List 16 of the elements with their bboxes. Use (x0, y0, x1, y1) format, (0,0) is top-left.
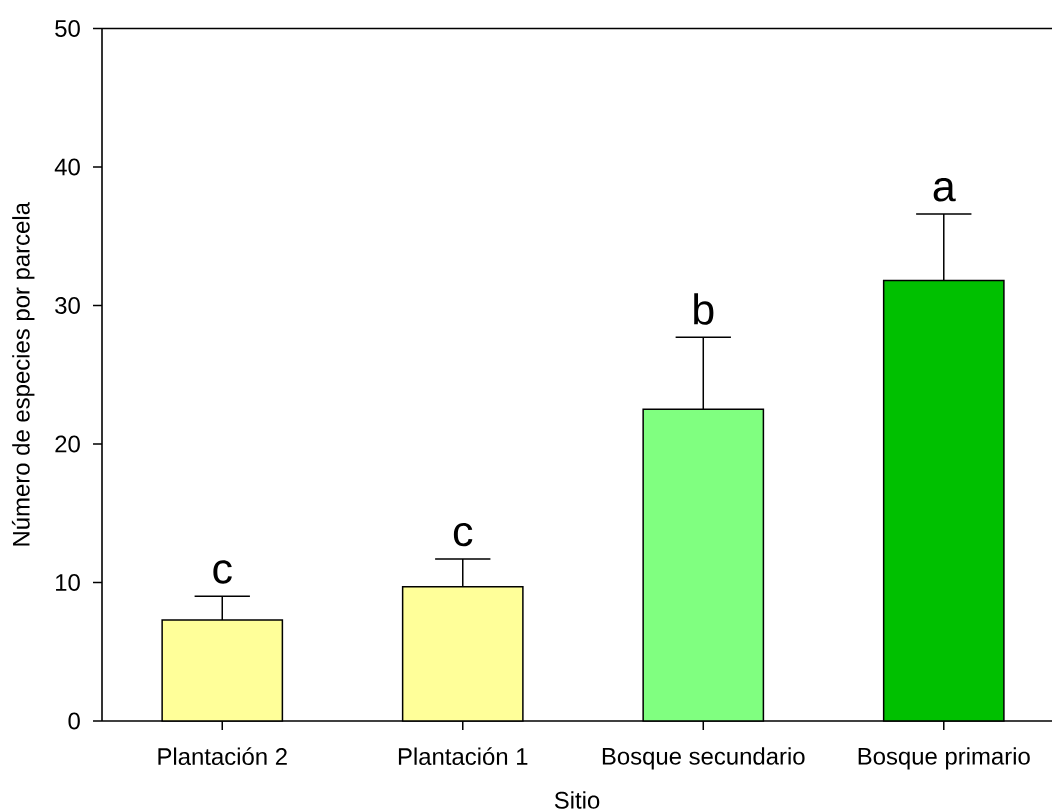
x-tick-label: Plantación 2 (158, 747, 287, 766)
x-tick-label: Bosque primario (858, 747, 1030, 770)
annotation: a (933, 178, 956, 202)
annotation: b (694, 293, 714, 325)
x-tick-label: Plantación 1 (398, 747, 528, 766)
x-axis-title: Sitio (554, 791, 600, 809)
annotation: c (453, 522, 473, 547)
x-tick-label: Bosque secundario (602, 747, 805, 770)
y-tick-label: 30 (55, 297, 80, 314)
y-tick-label: 40 (54, 158, 80, 176)
y-tick-label: 10 (56, 574, 80, 591)
annotation: c (213, 560, 232, 584)
y-tick-label: 0 (68, 712, 80, 730)
y-tick-label: 50 (55, 20, 80, 37)
y-tick-label: 20 (55, 435, 80, 453)
y-axis-title: Número de especies por parcela (11, 202, 35, 546)
